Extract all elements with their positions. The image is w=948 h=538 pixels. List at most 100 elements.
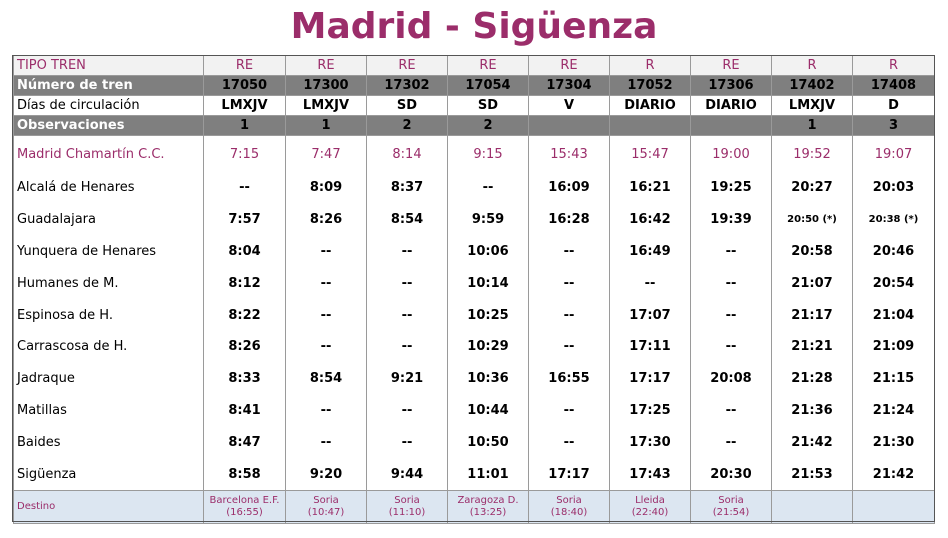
time-cell: 20:58: [771, 235, 853, 268]
time-cell: 17:43: [609, 458, 691, 491]
station-name: Yunquera de Henares: [13, 235, 204, 268]
destino-time: (10:47): [307, 506, 345, 518]
row-dias-circulacion-cell: LMXJV: [771, 95, 853, 116]
time-cell: --: [285, 426, 367, 459]
row-tipo-tren-cell: RE: [366, 56, 448, 76]
row-observaciones-cell: 3: [852, 115, 935, 136]
row-dias-circulacion-cell: V: [528, 95, 610, 116]
time-cell: --: [366, 426, 448, 459]
destino-city: Zaragoza D.: [457, 494, 519, 506]
time-cell: 11:01: [447, 458, 529, 491]
station-name: Espinosa de H.: [13, 299, 204, 331]
time-cell: 8:37: [366, 172, 448, 204]
time-cell: 8:26: [285, 203, 367, 236]
time-cell: 21:04: [852, 299, 935, 331]
row-numero-tren-cell: 17408: [852, 75, 935, 96]
destino-city: Soria: [556, 494, 582, 506]
time-cell: 21:07: [771, 267, 853, 300]
station-row: Carrascosa de H. 8:26 -- -- 10:29 -- 17:11 -- 21…: [13, 330, 935, 363]
row-dias-circulacion-cell: DIARIO: [690, 95, 772, 116]
time-cell: --: [528, 267, 610, 300]
station-row: Alcalá de Henares -- 8:09 8:37 -- 16:09 16:21 1…: [13, 172, 935, 204]
row-numero-tren-cell: 17300: [285, 75, 367, 96]
destino-time: (11:10): [388, 506, 426, 518]
time-cell: 21:28: [771, 362, 853, 395]
row-observaciones-cell: 2: [447, 115, 529, 136]
time-cell: --: [366, 299, 448, 331]
row-numero-tren-cell: 17054: [447, 75, 529, 96]
destino-cell: Soria (10:47): [285, 489, 367, 524]
station-name: Matillas: [13, 394, 204, 427]
time-cell: 19:52: [771, 135, 853, 172]
station-name: Jadraque: [13, 362, 204, 395]
time-cell: 20:38 (*): [852, 203, 935, 236]
destino-cell: Soria (11:10): [366, 489, 448, 524]
station-name: Humanes de M.: [13, 267, 204, 300]
destino-city: Lleida: [635, 494, 665, 506]
time-cell: 15:43: [528, 135, 610, 172]
station-name: Guadalajara: [13, 203, 204, 236]
row-dias-circulacion-cell: SD: [366, 95, 448, 116]
time-cell: 15:47: [609, 135, 691, 172]
time-cell: 8:54: [366, 203, 448, 236]
row-observaciones-label: Observaciones: [13, 115, 204, 136]
time-cell: 16:09: [528, 172, 610, 204]
time-cell: 8:54: [285, 362, 367, 395]
row-numero-tren-cell: 17050: [203, 75, 286, 96]
time-cell: 17:07: [609, 299, 691, 331]
time-cell: --: [203, 172, 286, 204]
time-cell: --: [285, 267, 367, 300]
time-cell: --: [285, 394, 367, 427]
destino-time: (21:54): [712, 506, 750, 518]
time-cell: 7:57: [203, 203, 286, 236]
station-row: Sigüenza 8:58 9:20 9:44 11:01 17:17 17:43 20:30…: [13, 458, 935, 491]
destino-city: Soria: [394, 494, 420, 506]
row-tipo-tren-cell: RE: [528, 56, 610, 76]
time-cell: 21:21: [771, 330, 853, 363]
time-cell: 19:39: [690, 203, 772, 236]
station-name: Madrid Chamartín C.C.: [13, 135, 204, 172]
row-destino-label: Destino: [13, 489, 204, 524]
destino-cell: Soria (21:54): [690, 489, 772, 524]
time-cell: --: [690, 426, 772, 459]
time-cell: 19:07: [852, 135, 935, 172]
time-cell: 21:42: [852, 458, 935, 491]
time-cell: 8:12: [203, 267, 286, 300]
timetable: TIPO TREN RE RE RE RE RE R RE R R Número de tren 17…: [13, 56, 935, 524]
station-name: Alcalá de Henares: [13, 172, 204, 204]
time-cell: --: [690, 299, 772, 331]
time-cell: 10:29: [447, 330, 529, 363]
time-cell: 9:15: [447, 135, 529, 172]
time-cell: --: [528, 330, 610, 363]
page-title: Madrid - Sigüenza: [290, 6, 658, 47]
time-cell: --: [285, 299, 367, 331]
time-cell: 8:33: [203, 362, 286, 395]
time-cell: --: [366, 267, 448, 300]
time-cell: --: [690, 267, 772, 300]
time-cell: 8:47: [203, 426, 286, 459]
time-cell: --: [528, 394, 610, 427]
row-tipo-tren-cell: R: [771, 56, 853, 76]
time-cell: 10:14: [447, 267, 529, 300]
destino-cell: Barcelona E.F. (16:55): [203, 489, 286, 524]
time-cell: 20:54: [852, 267, 935, 300]
station-row: Espinosa de H. 8:22 -- -- 10:25 -- 17:07 -- 21:1…: [13, 299, 935, 331]
row-dias-circulacion-cell: SD: [447, 95, 529, 116]
row-tipo-tren-cell: RE: [285, 56, 367, 76]
time-cell: 21:15: [852, 362, 935, 395]
row-numero-tren-cell: 17304: [528, 75, 610, 96]
destino-cell: Zaragoza D. (13:25): [447, 489, 529, 524]
time-cell: --: [285, 235, 367, 268]
time-cell: 9:21: [366, 362, 448, 395]
time-cell: --: [366, 394, 448, 427]
time-cell: 8:14: [366, 135, 448, 172]
time-cell: 8:41: [203, 394, 286, 427]
time-cell: 17:17: [609, 362, 691, 395]
row-observaciones-cell: 1: [771, 115, 853, 136]
time-cell: --: [609, 267, 691, 300]
destino-cell: [852, 489, 935, 524]
row-dias-circulacion-cell: DIARIO: [609, 95, 691, 116]
destino-city: Soria: [718, 494, 744, 506]
row-dias-circulacion-label: Días de circulación: [13, 95, 204, 116]
time-cell: 21:36: [771, 394, 853, 427]
